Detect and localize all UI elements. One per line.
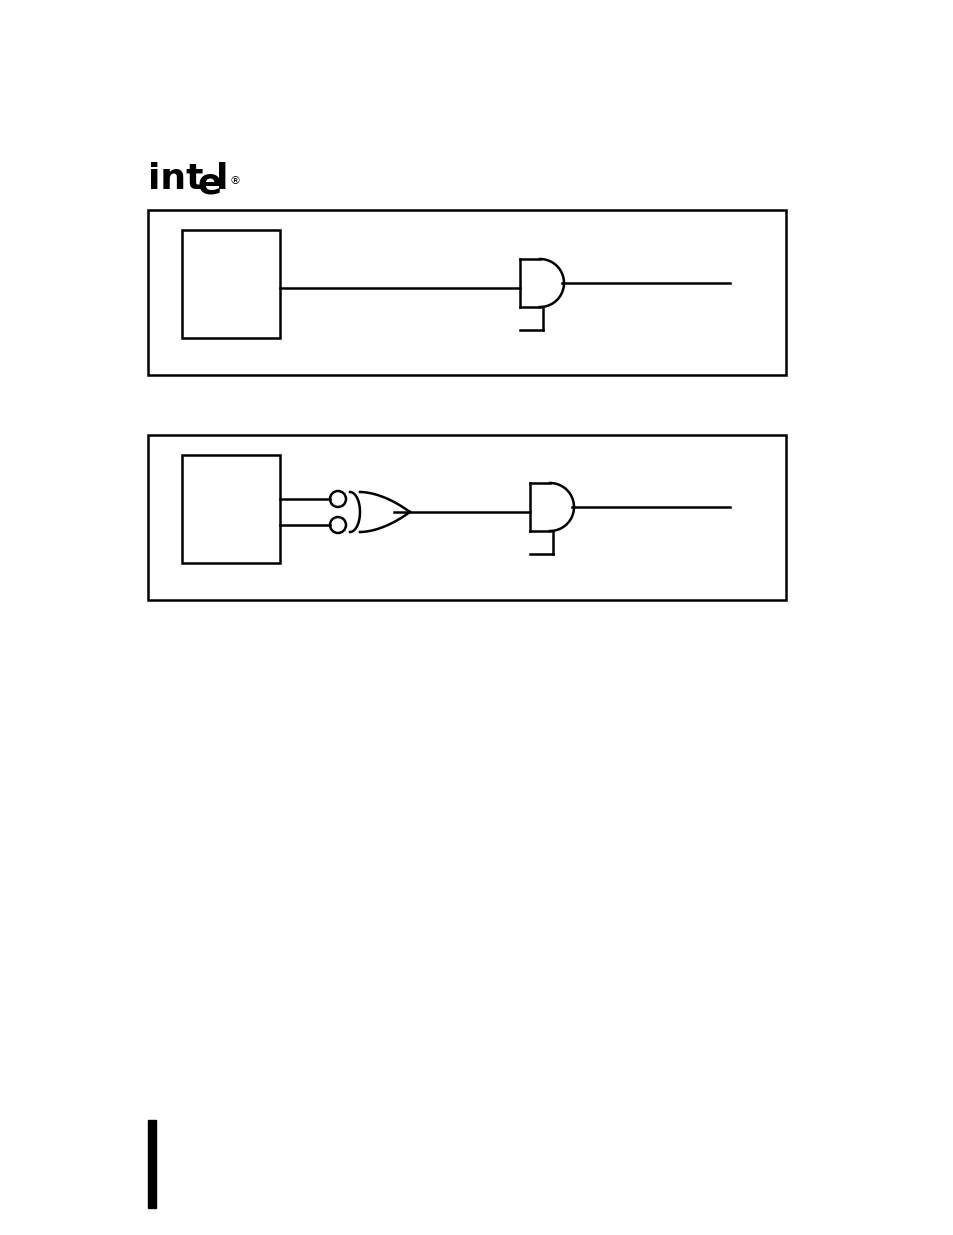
Bar (182, 230, 280, 338)
Bar (148, 210, 785, 375)
Text: e: e (198, 167, 222, 201)
Text: ®: ® (230, 177, 241, 186)
Text: l: l (215, 162, 228, 196)
Bar (148, 1120, 156, 1208)
Bar (148, 435, 785, 600)
Text: int: int (148, 162, 203, 196)
Bar (182, 454, 280, 563)
